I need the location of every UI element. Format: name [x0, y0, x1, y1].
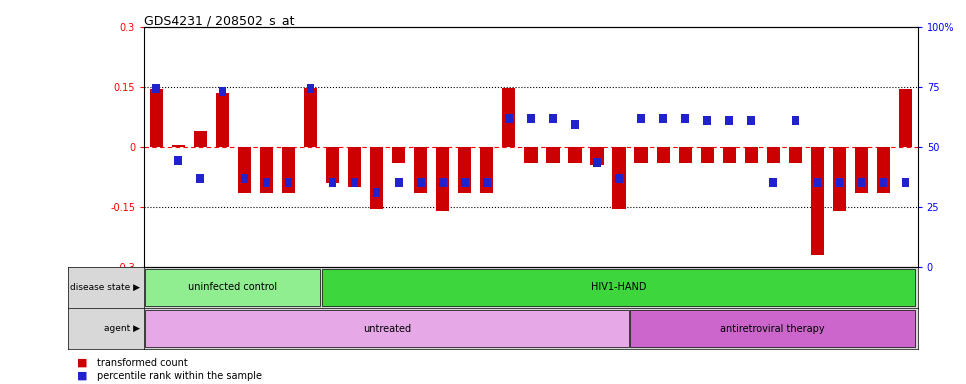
- Text: GDS4231 / 208502_s_at: GDS4231 / 208502_s_at: [144, 14, 295, 27]
- Bar: [681, 114, 689, 123]
- Text: transformed count: transformed count: [97, 358, 187, 368]
- Text: ■: ■: [77, 358, 88, 368]
- Text: disease state ▶: disease state ▶: [71, 283, 140, 292]
- Bar: [525, 147, 537, 163]
- Bar: [836, 178, 843, 187]
- Bar: [659, 114, 667, 123]
- Bar: [260, 147, 273, 193]
- Bar: [483, 178, 491, 187]
- Bar: [439, 178, 446, 187]
- Bar: [527, 114, 535, 123]
- Bar: [767, 147, 780, 163]
- Bar: [630, 310, 916, 348]
- Bar: [549, 114, 556, 123]
- Bar: [326, 147, 339, 183]
- Bar: [789, 147, 802, 163]
- Bar: [770, 178, 778, 187]
- Bar: [810, 147, 824, 255]
- Bar: [145, 310, 629, 348]
- Bar: [145, 269, 321, 306]
- Bar: [723, 147, 736, 163]
- Bar: [901, 178, 909, 187]
- Bar: [858, 178, 866, 187]
- Bar: [417, 178, 425, 187]
- Bar: [282, 147, 295, 193]
- Bar: [395, 178, 403, 187]
- Bar: [657, 147, 669, 163]
- Bar: [615, 174, 623, 183]
- Bar: [194, 131, 207, 147]
- Bar: [370, 147, 384, 209]
- Bar: [612, 147, 626, 209]
- Bar: [813, 178, 821, 187]
- Bar: [461, 178, 469, 187]
- Bar: [590, 147, 604, 165]
- Text: antiretroviral therapy: antiretroviral therapy: [721, 324, 825, 334]
- Bar: [638, 114, 645, 123]
- Bar: [215, 93, 229, 147]
- Bar: [150, 89, 163, 147]
- Bar: [745, 147, 758, 163]
- Bar: [414, 147, 427, 193]
- Bar: [306, 84, 314, 93]
- Bar: [725, 116, 733, 125]
- Text: HIV1-HAND: HIV1-HAND: [591, 282, 646, 292]
- Bar: [855, 147, 868, 193]
- Bar: [373, 188, 381, 197]
- Bar: [502, 88, 516, 147]
- Bar: [877, 147, 890, 193]
- Bar: [833, 147, 846, 211]
- Bar: [304, 88, 317, 147]
- Bar: [593, 158, 601, 167]
- Bar: [172, 145, 185, 147]
- Bar: [196, 174, 204, 183]
- Bar: [571, 120, 579, 129]
- Bar: [635, 147, 648, 163]
- Bar: [703, 116, 711, 125]
- Bar: [351, 178, 358, 187]
- Bar: [700, 147, 714, 163]
- Text: untreated: untreated: [363, 324, 412, 334]
- Text: uninfected control: uninfected control: [188, 282, 277, 292]
- Bar: [748, 116, 755, 125]
- Text: agent ▶: agent ▶: [104, 324, 140, 333]
- Bar: [880, 178, 888, 187]
- Bar: [505, 114, 513, 123]
- Bar: [568, 147, 582, 163]
- Bar: [175, 156, 183, 165]
- Bar: [238, 147, 251, 193]
- Bar: [328, 178, 336, 187]
- Text: ■: ■: [77, 371, 88, 381]
- Bar: [436, 147, 449, 211]
- Bar: [480, 147, 494, 193]
- Bar: [899, 89, 912, 147]
- Bar: [153, 84, 160, 93]
- Text: percentile rank within the sample: percentile rank within the sample: [97, 371, 262, 381]
- Bar: [263, 178, 270, 187]
- Bar: [218, 87, 226, 96]
- Bar: [285, 178, 293, 187]
- Bar: [241, 174, 248, 183]
- Bar: [322, 269, 916, 306]
- Bar: [392, 147, 406, 163]
- Bar: [458, 147, 471, 193]
- Bar: [547, 147, 559, 163]
- Bar: [348, 147, 361, 187]
- Bar: [678, 147, 692, 163]
- Bar: [791, 116, 799, 125]
